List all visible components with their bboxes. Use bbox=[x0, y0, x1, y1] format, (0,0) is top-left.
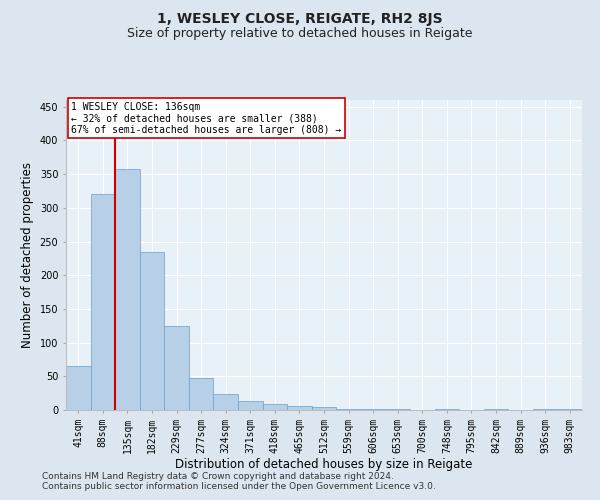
Bar bbox=[66, 366, 91, 410]
Bar bbox=[189, 378, 214, 410]
X-axis label: Distribution of detached houses by size in Reigate: Distribution of detached houses by size … bbox=[175, 458, 473, 471]
Bar bbox=[336, 408, 361, 410]
Bar bbox=[164, 326, 189, 410]
Bar bbox=[263, 404, 287, 410]
Text: Contains public sector information licensed under the Open Government Licence v3: Contains public sector information licen… bbox=[42, 482, 436, 491]
Bar bbox=[91, 194, 115, 410]
Text: 1, WESLEY CLOSE, REIGATE, RH2 8JS: 1, WESLEY CLOSE, REIGATE, RH2 8JS bbox=[157, 12, 443, 26]
Text: Size of property relative to detached houses in Reigate: Size of property relative to detached ho… bbox=[127, 28, 473, 40]
Text: 1 WESLEY CLOSE: 136sqm
← 32% of detached houses are smaller (388)
67% of semi-de: 1 WESLEY CLOSE: 136sqm ← 32% of detached… bbox=[71, 102, 341, 134]
Bar bbox=[312, 408, 336, 410]
Bar bbox=[238, 401, 263, 410]
Text: Contains HM Land Registry data © Crown copyright and database right 2024.: Contains HM Land Registry data © Crown c… bbox=[42, 472, 394, 481]
Bar bbox=[214, 394, 238, 410]
Bar bbox=[115, 168, 140, 410]
Y-axis label: Number of detached properties: Number of detached properties bbox=[21, 162, 34, 348]
Bar bbox=[140, 252, 164, 410]
Bar bbox=[287, 406, 312, 410]
